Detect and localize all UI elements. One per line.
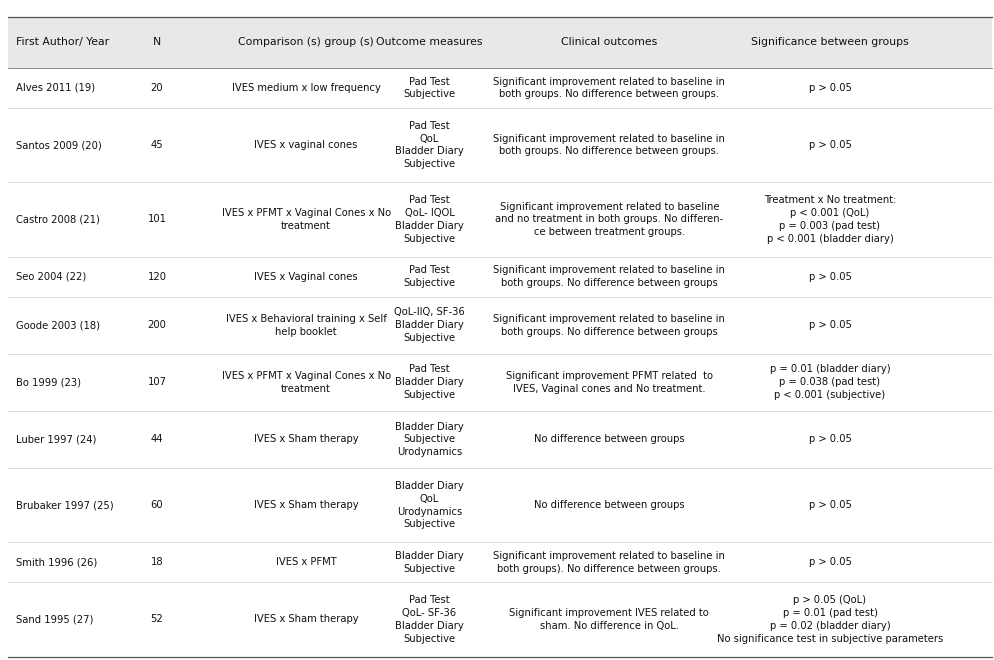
Text: IVES x PFMT: IVES x PFMT: [275, 557, 337, 568]
Text: IVES x Sham therapy: IVES x Sham therapy: [253, 614, 359, 624]
Text: 200: 200: [148, 320, 166, 330]
FancyBboxPatch shape: [8, 354, 992, 411]
Text: p > 0.05: p > 0.05: [808, 272, 852, 282]
Text: IVES x PFMT x Vaginal Cones x No
treatment: IVES x PFMT x Vaginal Cones x No treatme…: [222, 208, 391, 231]
Text: 101: 101: [147, 214, 167, 224]
Text: IVES x vaginal cones: IVES x vaginal cones: [254, 140, 358, 150]
Text: Pad Test
Subjective: Pad Test Subjective: [404, 77, 455, 99]
FancyBboxPatch shape: [8, 411, 992, 468]
Text: Bladder Diary
Subjective: Bladder Diary Subjective: [395, 551, 464, 574]
Text: 20: 20: [151, 83, 163, 93]
Text: N: N: [153, 37, 161, 48]
Text: Significant improvement IVES related to
sham. No difference in QoL.: Significant improvement IVES related to …: [510, 608, 709, 631]
FancyBboxPatch shape: [8, 108, 992, 182]
Text: Bladder Diary
Subjective
Urodynamics: Bladder Diary Subjective Urodynamics: [395, 422, 464, 457]
Text: p > 0.05: p > 0.05: [808, 557, 852, 568]
Text: Seo 2004 (22): Seo 2004 (22): [16, 272, 86, 282]
Text: p > 0.05: p > 0.05: [808, 434, 852, 444]
Text: Goode 2003 (18): Goode 2003 (18): [16, 320, 100, 330]
Text: Brubaker 1997 (25): Brubaker 1997 (25): [16, 500, 113, 510]
Text: Bladder Diary
QoL
Urodynamics
Subjective: Bladder Diary QoL Urodynamics Subjective: [395, 481, 464, 529]
FancyBboxPatch shape: [8, 16, 992, 68]
Text: Alves 2011 (19): Alves 2011 (19): [16, 83, 95, 93]
Text: p = 0.01 (bladder diary)
p = 0.038 (pad test)
p < 0.001 (subjective): p = 0.01 (bladder diary) p = 0.038 (pad …: [769, 364, 891, 400]
Text: Sand 1995 (27): Sand 1995 (27): [16, 614, 93, 624]
Text: Significance between groups: Significance between groups: [751, 37, 909, 48]
Text: IVES x Sham therapy: IVES x Sham therapy: [253, 500, 359, 510]
Text: IVES x Vaginal cones: IVES x Vaginal cones: [254, 272, 358, 282]
Text: Castro 2008 (21): Castro 2008 (21): [16, 214, 99, 224]
Text: No difference between groups: No difference between groups: [534, 500, 685, 510]
Text: IVES x Behavioral training x Self
help booklet: IVES x Behavioral training x Self help b…: [226, 314, 387, 337]
FancyBboxPatch shape: [8, 582, 992, 657]
Text: Clinical outcomes: Clinical outcomes: [562, 37, 657, 48]
Text: Outcome measures: Outcome measures: [376, 37, 483, 48]
FancyBboxPatch shape: [8, 68, 992, 108]
Text: p > 0.05: p > 0.05: [808, 500, 852, 510]
Text: Luber 1997 (24): Luber 1997 (24): [16, 434, 96, 444]
Text: p > 0.05 (QoL)
p = 0.01 (pad test)
p = 0.02 (bladder diary)
No significance test: p > 0.05 (QoL) p = 0.01 (pad test) p = 0…: [717, 595, 943, 644]
Text: p > 0.05: p > 0.05: [808, 320, 852, 330]
Text: Significant improvement related to baseline
and no treatment in both groups. No : Significant improvement related to basel…: [495, 202, 724, 238]
Text: 45: 45: [151, 140, 163, 150]
Text: Smith 1996 (26): Smith 1996 (26): [16, 557, 97, 568]
Text: Santos 2009 (20): Santos 2009 (20): [16, 140, 101, 150]
Text: 120: 120: [147, 272, 167, 282]
Text: Pad Test
Subjective: Pad Test Subjective: [404, 265, 455, 288]
Text: p > 0.05: p > 0.05: [808, 140, 852, 150]
FancyBboxPatch shape: [8, 296, 992, 354]
Text: 44: 44: [151, 434, 163, 444]
Text: Pad Test
QoL- IQOL
Bladder Diary
Subjective: Pad Test QoL- IQOL Bladder Diary Subject…: [395, 195, 464, 244]
Text: Treatment x No treatment:
p < 0.001 (QoL)
p = 0.003 (pad test)
p < 0.001 (bladde: Treatment x No treatment: p < 0.001 (QoL…: [763, 195, 897, 244]
Text: Comparison (s) group (s): Comparison (s) group (s): [239, 37, 374, 48]
Text: IVES x PFMT x Vaginal Cones x No
treatment: IVES x PFMT x Vaginal Cones x No treatme…: [222, 371, 391, 393]
Text: Significant improvement related to baseline in
both groups. No difference betwee: Significant improvement related to basel…: [493, 314, 726, 337]
Text: p > 0.05: p > 0.05: [808, 83, 852, 93]
Text: Significant improvement related to baseline in
both groups. No difference betwee: Significant improvement related to basel…: [493, 265, 726, 288]
Text: QoL-IIQ, SF-36
Bladder Diary
Subjective: QoL-IIQ, SF-36 Bladder Diary Subjective: [394, 308, 465, 343]
FancyBboxPatch shape: [8, 182, 992, 257]
Text: First Author/ Year: First Author/ Year: [16, 37, 109, 48]
Text: Pad Test
QoL- SF-36
Bladder Diary
Subjective: Pad Test QoL- SF-36 Bladder Diary Subjec…: [395, 595, 464, 644]
Text: Significant improvement related to baseline in
both groups). No difference betwe: Significant improvement related to basel…: [493, 551, 726, 574]
Text: Significant improvement related to baseline in
both groups. No difference betwee: Significant improvement related to basel…: [493, 77, 726, 99]
Text: No difference between groups: No difference between groups: [534, 434, 685, 444]
Text: Bo 1999 (23): Bo 1999 (23): [16, 378, 81, 387]
Text: Pad Test
Bladder Diary
Subjective: Pad Test Bladder Diary Subjective: [395, 364, 464, 400]
Text: IVES medium x low frequency: IVES medium x low frequency: [232, 83, 381, 93]
Text: 18: 18: [151, 557, 163, 568]
FancyBboxPatch shape: [8, 543, 992, 582]
Text: Significant improvement PFMT related  to
IVES, Vaginal cones and No treatment.: Significant improvement PFMT related to …: [506, 371, 713, 393]
Text: 107: 107: [147, 378, 167, 387]
FancyBboxPatch shape: [8, 468, 992, 543]
FancyBboxPatch shape: [8, 257, 992, 296]
Text: Significant improvement related to baseline in
both groups. No difference betwee: Significant improvement related to basel…: [493, 134, 726, 156]
Text: 60: 60: [151, 500, 163, 510]
Text: IVES x Sham therapy: IVES x Sham therapy: [253, 434, 359, 444]
Text: 52: 52: [151, 614, 163, 624]
Text: Pad Test
QoL
Bladder Diary
Subjective: Pad Test QoL Bladder Diary Subjective: [395, 121, 464, 169]
